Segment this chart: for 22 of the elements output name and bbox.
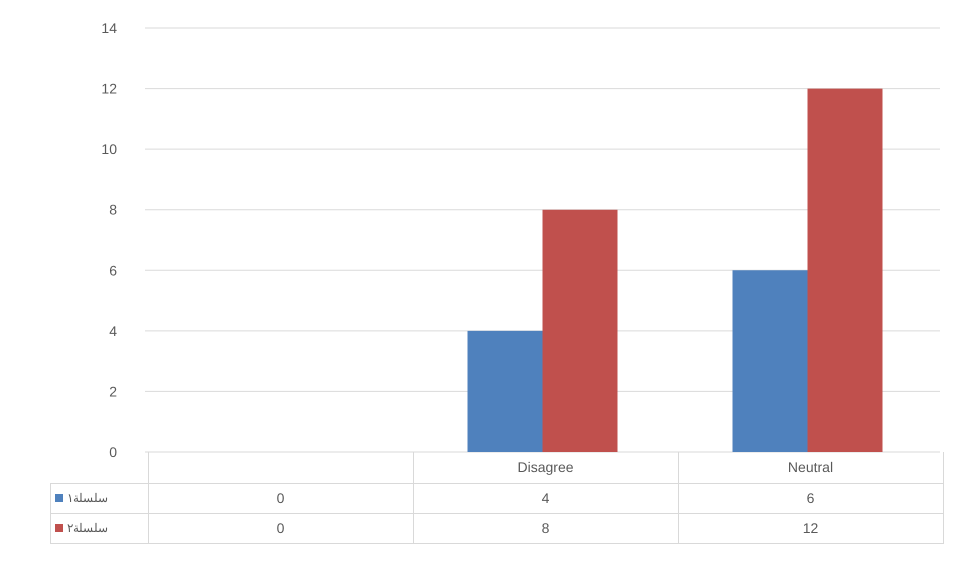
y-tick-label: 14 xyxy=(101,20,118,36)
data-label: 0 xyxy=(148,513,413,543)
y-tick-label: 10 xyxy=(101,141,118,158)
y-tick-label: 8 xyxy=(109,202,118,218)
x-tick-label: Disagree xyxy=(413,452,678,483)
x-tick-label: Neutral xyxy=(678,452,943,483)
data-label: 0 xyxy=(148,483,413,513)
bar xyxy=(732,270,808,452)
y-tick-label: 4 xyxy=(109,322,118,339)
y-tick-label: 2 xyxy=(109,383,118,400)
data-label: 4 xyxy=(413,483,678,513)
y-tick-label: 12 xyxy=(101,80,118,97)
bar xyxy=(468,330,543,452)
data-label: 8 xyxy=(413,513,678,543)
data-label: 6 xyxy=(678,483,943,513)
bar xyxy=(542,210,618,452)
legend-label: سلسلة٢ xyxy=(67,521,108,535)
data-label: 12 xyxy=(678,513,943,543)
y-tick-label: 0 xyxy=(109,444,118,460)
y-tick-label: 6 xyxy=(109,262,118,278)
bar xyxy=(808,88,883,452)
legend-label: سلسلة١ xyxy=(67,491,108,505)
